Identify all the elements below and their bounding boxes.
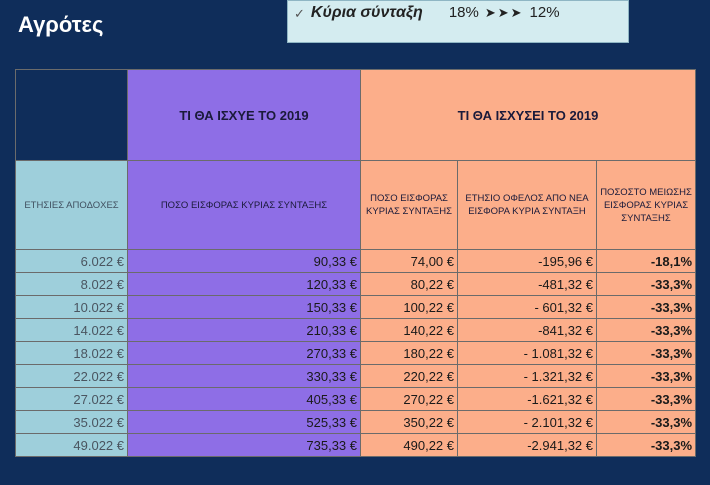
cell-old-contribution: 90,33 €	[127, 249, 361, 273]
check-icon: ✓	[294, 6, 305, 21]
cell-new-contribution: 80,22 €	[360, 272, 458, 296]
cell-income: 22.022 €	[15, 364, 128, 388]
table-row: 6.022 €90,33 €74,00 € -195,96 € -18,1%	[15, 249, 697, 273]
cell-income: 10.022 €	[15, 295, 128, 319]
cell-old-contribution: 120,33 €	[127, 272, 361, 296]
group-header-after: ΤΙ ΘΑ ΙΣΧΥΣΕΙ ΤΟ 2019	[359, 69, 697, 161]
cell-old-contribution: 735,33 €	[127, 433, 361, 457]
cell-old-contribution: 270,33 €	[127, 341, 361, 365]
cell-reduction-percent: -33,3%	[595, 433, 697, 457]
table-row: 49.022 €735,33 €490,22 € -2.941,32 € -33,3…	[15, 433, 697, 457]
column-header-new-contribution: ΠΟΣΟ ΕΙΣΦΟΡΑΣ ΚΥΡΙΑΣ ΣΥΝΤΑΞΗΣ	[360, 160, 458, 250]
table-row: 35.022 €525,33 €350,22 € - 2.101,32 € -33,…	[15, 410, 697, 434]
cell-income: 18.022 €	[15, 341, 128, 365]
cell-new-contribution: 74,00 €	[360, 249, 458, 273]
cell-income: 35.022 €	[15, 410, 128, 434]
column-header-old-contribution: ΠΟΣΟ ΕΙΣΦΟΡΑΣ ΚΥΡΙΑΣ ΣΥΝΤΑΞΗΣ	[127, 160, 361, 250]
cell-new-contribution: 100,22 €	[360, 295, 458, 319]
cell-reduction-percent: -33,3%	[595, 318, 697, 342]
cell-annual-benefit: -1.621,32 €	[457, 387, 597, 411]
column-header-annual-benefit: ΕΤΗΣΙΟ ΟΦΕΛΟΣ ΑΠΟ ΝΕΑ ΕΙΣΦΟΡΑ ΚΥΡΙΑ ΣΥΝΤ…	[457, 160, 597, 250]
cell-new-contribution: 180,22 €	[360, 341, 458, 365]
column-header-reduction-percent: ΠΟΣΟΣΤΟ ΜΕΙΩΣΗΣ ΕΙΣΦΟΡΑΣ ΚΥΡΙΑΣ ΣΥΝΤΑΞΗΣ	[595, 160, 697, 250]
table-row: 10.022 €150,33 €100,22 € - 601,32 € -33,3%	[15, 295, 697, 319]
cell-annual-benefit: -841,32 €	[457, 318, 597, 342]
cell-new-contribution: 270,22 €	[360, 387, 458, 411]
cell-old-contribution: 525,33 €	[127, 410, 361, 434]
cell-new-contribution: 140,22 €	[360, 318, 458, 342]
table-row: 8.022 €120,33 €80,22 € -481,32 € -33,3%	[15, 272, 697, 296]
cell-annual-benefit: - 1.081,32 €	[457, 341, 597, 365]
cell-annual-benefit: - 601,32 €	[457, 295, 597, 319]
cell-annual-benefit: -195,96 €	[457, 249, 597, 273]
page-title: Αγρότες	[18, 12, 104, 37]
cell-reduction-percent: -33,3%	[595, 272, 697, 296]
cell-reduction-percent: -18,1%	[595, 249, 697, 273]
cell-new-contribution: 350,22 €	[360, 410, 458, 434]
banner-to-rate: 12%	[529, 4, 560, 21]
cell-income: 27.022 €	[15, 387, 128, 411]
table-row: 18.022 €270,33 €180,22 € - 1.081,32 € -33,…	[15, 341, 697, 365]
cell-new-contribution: 220,22 €	[360, 364, 458, 388]
cell-old-contribution: 210,33 €	[127, 318, 361, 342]
column-header-income: ΕΤΗΣΙΕΣ ΑΠΟΔΟΧΕΣ	[15, 160, 128, 250]
group-header-before: ΤΙ ΘΑ ΙΣΧΥΕ ΤΟ 2019	[127, 69, 361, 161]
cell-annual-benefit: - 2.101,32 €	[457, 410, 597, 434]
table-row: 14.022 €210,33 €140,22 € -841,32 € -33,3%	[15, 318, 697, 342]
cell-reduction-percent: -33,3%	[595, 341, 697, 365]
arrows-icon: ➤➤➤	[484, 5, 524, 20]
rate-banner: ✓ Κύρια σύνταξη 18% ➤➤➤ 12%	[287, 0, 629, 43]
banner-label: Κύρια σύνταξη	[310, 4, 423, 21]
cell-old-contribution: 330,33 €	[127, 364, 361, 388]
cell-income: 6.022 €	[15, 249, 128, 273]
cell-new-contribution: 490,22 €	[360, 433, 458, 457]
cell-old-contribution: 150,33 €	[127, 295, 361, 319]
cell-old-contribution: 405,33 €	[127, 387, 361, 411]
cell-reduction-percent: -33,3%	[595, 387, 697, 411]
cell-reduction-percent: -33,3%	[595, 410, 697, 434]
cell-reduction-percent: -33,3%	[595, 364, 697, 388]
table-row: 27.022 €405,33 €270,22 € -1.621,32 € -33,3…	[15, 387, 697, 411]
cell-reduction-percent: -33,3%	[595, 295, 697, 319]
cell-income: 49.022 €	[15, 433, 128, 457]
banner-from-rate: 18%	[448, 4, 479, 21]
table-row: 22.022 €330,33 €220,22 € - 1.321,32 € -33,…	[15, 364, 697, 388]
cell-annual-benefit: -481,32 €	[457, 272, 597, 296]
contribution-table: ΤΙ ΘΑ ΙΣΧΥΕ ΤΟ 2019 ΤΙ ΘΑ ΙΣΧΥΣΕΙ ΤΟ 201…	[15, 69, 697, 457]
cell-income: 8.022 €	[15, 272, 128, 296]
cell-income: 14.022 €	[15, 318, 128, 342]
corner-cell	[15, 69, 128, 161]
cell-annual-benefit: - 1.321,32 €	[457, 364, 597, 388]
cell-annual-benefit: -2.941,32 €	[457, 433, 597, 457]
